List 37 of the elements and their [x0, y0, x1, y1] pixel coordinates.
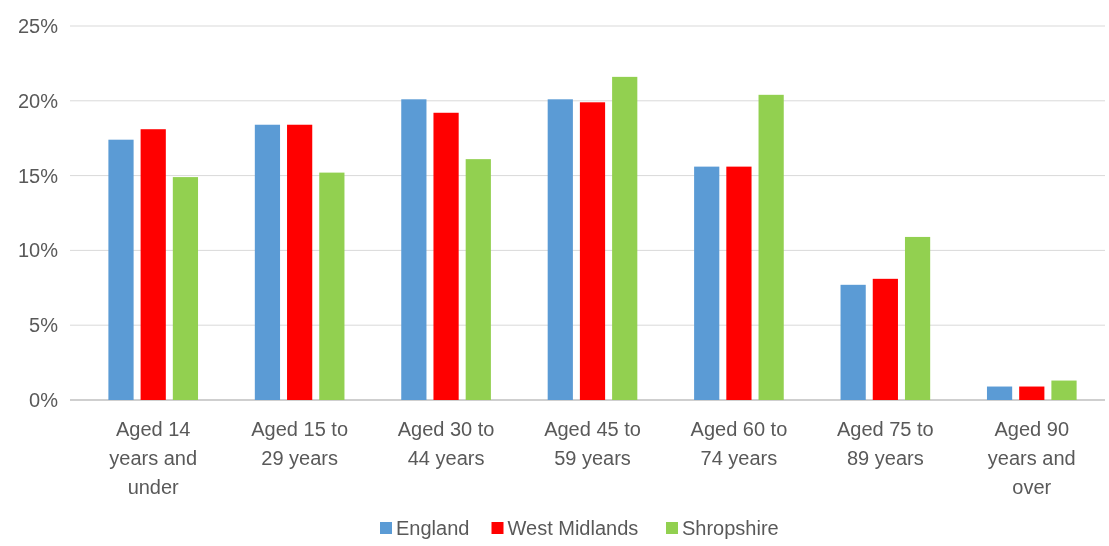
y-tick-label: 15%: [17, 164, 59, 187]
bar: [840, 284, 866, 400]
bar: [547, 99, 573, 400]
bar: [1051, 380, 1077, 400]
bar: [986, 386, 1013, 400]
x-tick-label: Aged 14 years and under: [109, 418, 198, 498]
y-tick-label: 0%: [29, 389, 59, 411]
x-tick-label: Aged 90 years and over: [987, 418, 1076, 498]
y-tick-label: 20%: [17, 89, 59, 112]
bar: [172, 177, 199, 400]
bar: [872, 278, 898, 400]
bar: [612, 76, 638, 400]
bar: [433, 112, 459, 400]
bar: [465, 159, 491, 400]
bar: [401, 99, 427, 400]
y-tick-label: 25%: [17, 15, 59, 37]
x-tick-label: Aged 15 to 29 years: [251, 418, 349, 469]
x-tick-label: Aged 45 to 59 years: [544, 418, 641, 469]
legend-label: England: [396, 517, 470, 539]
bar: [254, 124, 281, 400]
bar: [758, 94, 784, 400]
y-tick-label: 10%: [17, 239, 59, 262]
x-tick-label: Aged 60 to 74 years: [690, 418, 788, 469]
x-tick-label: Aged 30 to 44 years: [397, 418, 495, 469]
legend-label: West Midlands: [507, 517, 639, 539]
bar: [694, 166, 720, 400]
bar: [108, 139, 134, 400]
bar: [287, 124, 313, 400]
bar: [579, 102, 606, 400]
y-tick-label: 5%: [29, 314, 59, 337]
bar: [1019, 386, 1045, 400]
bar: [904, 236, 931, 400]
bar: [140, 129, 166, 400]
x-tick-label: Aged 75 to 89 years: [836, 418, 934, 469]
legend-label: Shropshire: [682, 517, 779, 539]
bar: [319, 172, 345, 400]
bar: [726, 166, 752, 400]
